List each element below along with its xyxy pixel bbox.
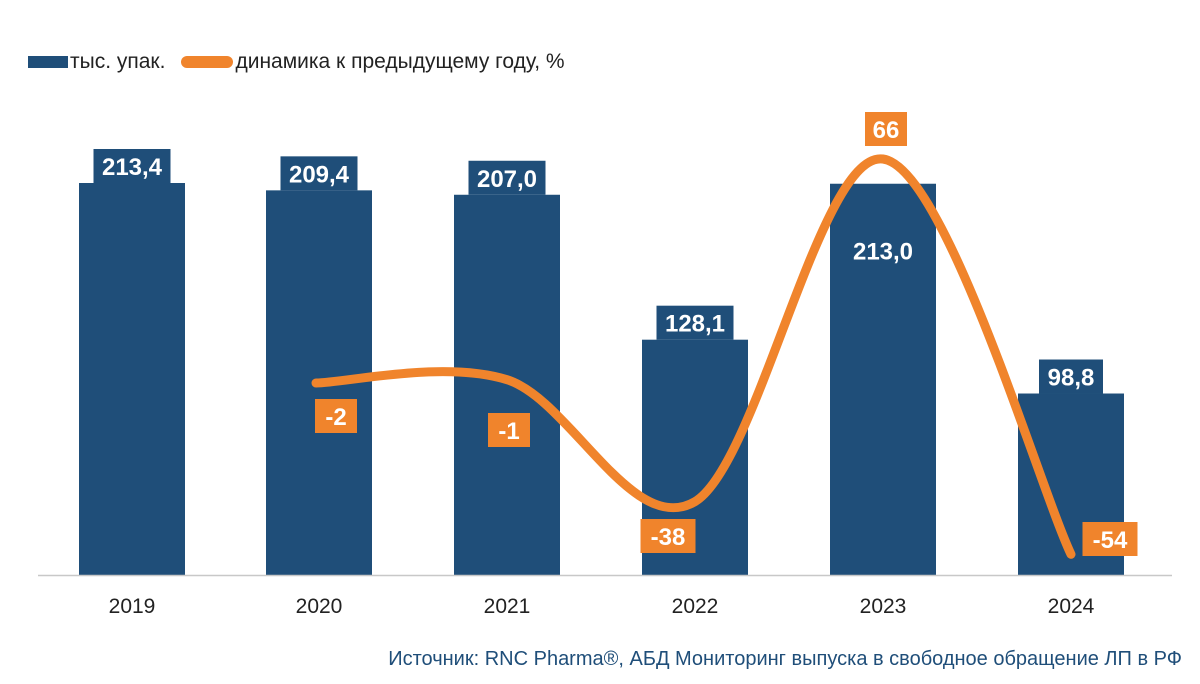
line-label-2023: 66 — [873, 117, 900, 144]
x-tick-label-2021: 2021 — [484, 595, 531, 618]
bar-label-2022: 128,1 — [665, 311, 725, 338]
bar-label-2019: 213,4 — [102, 154, 163, 181]
line-label-2022: -38 — [651, 524, 686, 551]
line-label-2021: -1 — [498, 418, 519, 445]
x-tick-label-2024: 2024 — [1048, 595, 1095, 618]
line-dynamics — [311, 154, 1076, 559]
bar-label-2023: 213,0 — [853, 239, 913, 266]
legend: тыс. упак. динамика к предыдущему году, … — [28, 50, 565, 74]
legend-line-swatch — [181, 56, 234, 68]
line-label-box-2022 — [640, 519, 696, 553]
x-tick-label-2023: 2023 — [860, 595, 907, 618]
bar-label-box-2022 — [656, 305, 734, 340]
x-tick-label-2019: 2019 — [109, 595, 156, 618]
legend-line-label: динамика к предыдущему году, % — [235, 50, 565, 73]
bar-label-box-2021 — [468, 160, 546, 195]
bar-label-2024: 98,8 — [1048, 365, 1095, 392]
line-label-box-2021 — [488, 413, 530, 447]
line-label-box-2023 — [865, 112, 907, 146]
bar-2021 — [454, 194, 560, 575]
bar-label-2021: 207,0 — [477, 166, 537, 193]
bar-2019 — [79, 183, 185, 575]
source-note: Источник: RNC Pharma®, АБД Мониторинг вы… — [388, 648, 1182, 670]
legend-bar-swatch — [28, 56, 68, 68]
bar-label-box-2024 — [1039, 359, 1103, 394]
line-label-box-2024 — [1082, 522, 1138, 556]
line-label-2024: -54 — [1093, 527, 1128, 554]
line-label-2020: -2 — [325, 404, 346, 431]
legend-bar-label: тыс. упак. — [70, 50, 166, 73]
line-label-box-2020 — [315, 399, 357, 433]
bar-label-box-2019 — [93, 149, 171, 183]
bar-label-2020: 209,4 — [289, 161, 350, 188]
x-tick-label-2020: 2020 — [296, 595, 343, 618]
bar-label-box-2020 — [280, 156, 358, 191]
x-tick-label-2022: 2022 — [672, 595, 719, 618]
bar-2023 — [830, 183, 936, 575]
